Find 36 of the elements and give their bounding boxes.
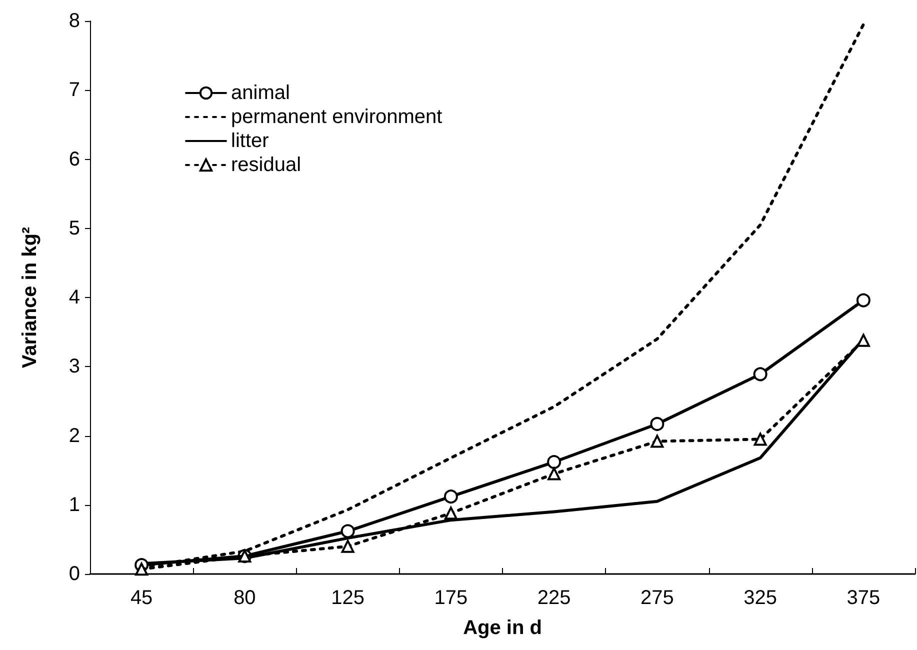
- x-tick-label: 175: [434, 587, 468, 609]
- x-tick-label: 225: [537, 587, 571, 609]
- y-tick-label: 2: [68, 424, 80, 447]
- x-axis-title: Age in d: [463, 617, 542, 639]
- y-axis-title: Variance in kg²: [19, 226, 41, 368]
- x-tick-label: 375: [846, 587, 880, 609]
- point: [341, 540, 354, 553]
- y-tick-label: 6: [68, 148, 80, 170]
- point: [650, 417, 664, 431]
- legend-label: animal: [231, 82, 290, 104]
- y-tick-label: 0: [68, 563, 80, 585]
- x-tick-label: 45: [130, 587, 153, 609]
- point: [856, 334, 870, 347]
- point: [753, 367, 768, 382]
- y-tick-label: 4: [68, 286, 80, 308]
- legend-label: residual: [231, 154, 302, 176]
- point: [444, 490, 458, 504]
- point: [548, 467, 561, 480]
- y-tick-label: 5: [68, 217, 80, 240]
- y-tick-label: 1: [68, 494, 80, 516]
- point: [650, 434, 664, 448]
- point: [547, 455, 562, 470]
- point: [135, 562, 148, 576]
- point: [340, 524, 355, 538]
- y-tick-label: 7: [68, 79, 80, 102]
- point: [856, 293, 870, 308]
- x-tick-label: 80: [234, 587, 256, 609]
- legend-label: permanent environment: [231, 106, 443, 128]
- y-tick-label: 8: [68, 10, 80, 32]
- x-tick-label: 275: [640, 587, 674, 609]
- point: [444, 506, 458, 520]
- x-tick-label: 125: [331, 587, 364, 609]
- y-tick-label: 3: [68, 356, 80, 378]
- x-tick-label: 325: [744, 587, 777, 609]
- point: [754, 432, 767, 446]
- legend-label: litter: [231, 130, 270, 152]
